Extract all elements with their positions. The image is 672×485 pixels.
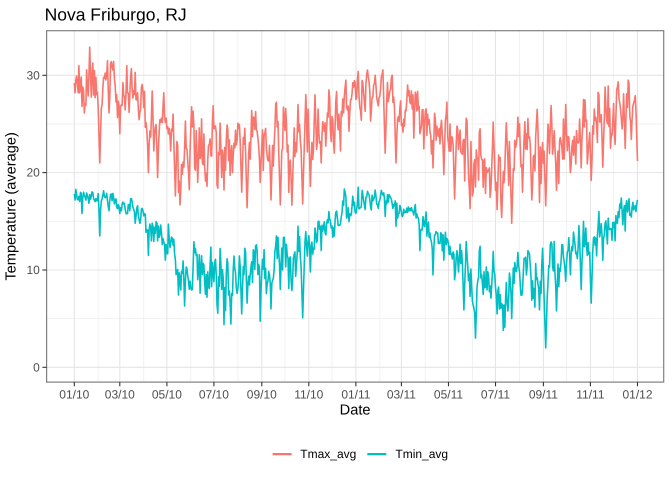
svg-text:11/10: 11/10 — [294, 387, 323, 401]
svg-text:0: 0 — [33, 360, 40, 374]
svg-text:Temperature (average): Temperature (average) — [4, 132, 20, 280]
svg-text:05/11: 05/11 — [434, 387, 463, 401]
svg-text:Nova Friburgo, RJ: Nova Friburgo, RJ — [45, 4, 187, 24]
svg-text:11/11: 11/11 — [576, 387, 605, 401]
svg-text:01/10: 01/10 — [59, 387, 89, 401]
svg-text:03/11: 03/11 — [387, 387, 416, 401]
svg-text:Tmax_avg: Tmax_avg — [300, 447, 356, 461]
svg-text:09/10: 09/10 — [247, 387, 277, 401]
svg-text:09/11: 09/11 — [529, 387, 558, 401]
svg-text:30: 30 — [26, 68, 40, 82]
svg-text:07/10: 07/10 — [199, 387, 229, 401]
svg-text:20: 20 — [26, 166, 40, 180]
svg-text:01/11: 01/11 — [341, 387, 370, 401]
svg-text:03/10: 03/10 — [105, 387, 135, 401]
svg-text:07/11: 07/11 — [481, 387, 510, 401]
svg-text:05/10: 05/10 — [152, 387, 182, 401]
svg-text:01/12: 01/12 — [622, 387, 652, 401]
svg-text:Tmin_avg: Tmin_avg — [395, 447, 448, 461]
svg-text:Date: Date — [340, 403, 371, 419]
svg-text:10: 10 — [26, 263, 40, 277]
